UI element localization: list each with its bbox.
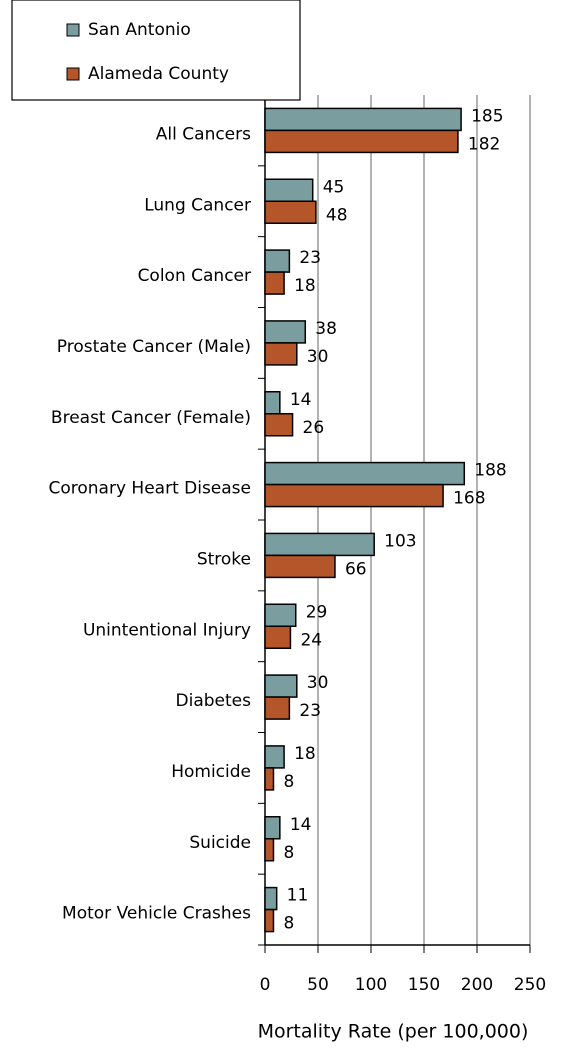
y-tick-label: Suicide (189, 833, 251, 853)
bar (264, 178, 314, 202)
data-label: 45 (323, 177, 345, 197)
legend-swatch (66, 23, 80, 37)
bar (264, 886, 278, 911)
data-label: 182 (468, 134, 500, 154)
y-tick-label: Diabetes (176, 691, 252, 711)
x-tick-label: 200 (461, 975, 493, 995)
bar (264, 838, 275, 862)
y-tick-label: Unintentional Injury (83, 620, 251, 640)
data-label: 23 (299, 248, 321, 268)
data-label: 30 (307, 673, 329, 693)
bar (264, 107, 462, 132)
bar (264, 745, 285, 769)
y-tick-label: Colon Cancer (138, 266, 251, 286)
bar (264, 674, 298, 698)
y-tick-label: Homicide (171, 762, 251, 782)
data-label: 18 (294, 276, 316, 296)
data-label: 103 (384, 531, 416, 551)
bar (264, 413, 294, 437)
x-tick-label: 250 (514, 975, 546, 995)
bar (264, 554, 336, 579)
bar (264, 532, 375, 557)
bar (264, 342, 298, 366)
x-axis-label: Mortality Rate (per 100,000) (258, 1021, 529, 1043)
bar (264, 271, 285, 295)
bar (264, 249, 291, 273)
bar (264, 129, 459, 154)
data-label: 48 (326, 205, 348, 225)
x-tick-label: 50 (307, 975, 329, 995)
data-label: 8 (283, 914, 294, 934)
y-tick-label: Stroke (197, 549, 251, 569)
bar (264, 908, 275, 933)
x-tick-label: 150 (408, 975, 440, 995)
data-label: 8 (283, 772, 294, 792)
data-label: 30 (307, 347, 329, 367)
bar (264, 200, 317, 224)
bar (264, 625, 292, 649)
y-tick-label: Prostate Cancer (Male) (57, 337, 251, 357)
data-label: 29 (306, 602, 328, 622)
bar (264, 461, 466, 486)
y-tick-label: Lung Cancer (144, 195, 251, 215)
data-label: 18 (294, 744, 316, 764)
bar (264, 391, 281, 415)
bar (264, 483, 444, 508)
data-label: 185 (471, 106, 503, 126)
data-label: 26 (303, 418, 325, 438)
legend-label: San Antonio (88, 20, 191, 40)
legend-label: Alameda County (88, 64, 229, 84)
y-tick-label: All Cancers (156, 124, 251, 144)
bar (264, 696, 291, 720)
bar (264, 816, 281, 840)
bar (264, 603, 297, 627)
data-label: 14 (290, 815, 312, 835)
data-label: 24 (300, 630, 322, 650)
data-label: 23 (299, 701, 321, 721)
data-label: 168 (453, 489, 485, 509)
legend-swatch (66, 67, 80, 81)
data-label: 38 (315, 319, 337, 339)
x-tick-label: 100 (355, 975, 387, 995)
bar (264, 767, 275, 791)
bar (264, 320, 307, 344)
data-label: 14 (290, 390, 312, 410)
y-tick-label: Coronary Heart Disease (48, 479, 251, 499)
x-tick-label: 0 (260, 975, 271, 995)
data-label: 66 (345, 559, 367, 579)
legend-box (11, 0, 301, 101)
y-tick-label: Breast Cancer (Female) (51, 408, 251, 428)
data-label: 11 (287, 886, 309, 906)
y-tick-label: Motor Vehicle Crashes (62, 904, 251, 924)
data-label: 8 (283, 843, 294, 863)
data-label: 188 (474, 461, 506, 481)
